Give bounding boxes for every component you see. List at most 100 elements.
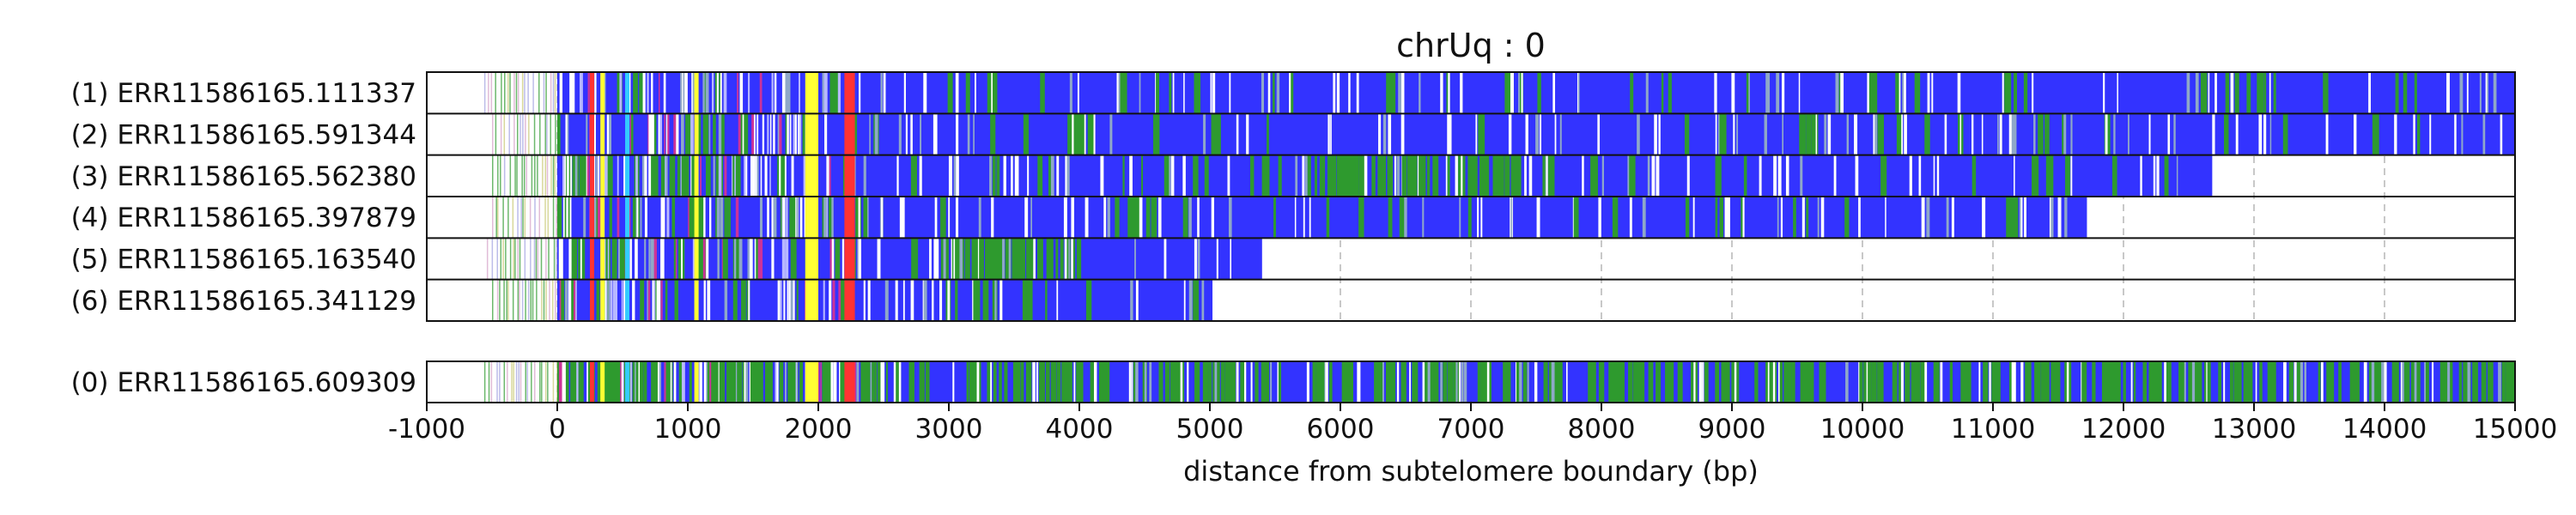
track-stripe: [499, 361, 501, 403]
track-stripe: [817, 361, 820, 403]
track-stripe: [593, 196, 598, 239]
track-stripe: [795, 361, 798, 403]
track-stripe: [1005, 238, 1012, 280]
track-stripe: [2402, 361, 2404, 403]
x-tick-label: 6000: [1307, 414, 1375, 445]
row-label: (6) ERR11586165.341129: [71, 286, 416, 317]
track-stripe: [1920, 361, 1927, 403]
track-stripe: [829, 154, 831, 197]
track-stripe: [651, 361, 654, 403]
track-stripe: [503, 154, 506, 197]
track-stripe: [1071, 238, 1074, 280]
track-stripe: [507, 279, 509, 321]
track-stripe: [2045, 361, 2050, 403]
track-stripe: [573, 279, 576, 321]
track-stripe: [581, 238, 586, 280]
track-stripe: [1477, 361, 1481, 403]
track-stripe: [860, 361, 864, 403]
track-stripe: [1966, 361, 1971, 403]
track-stripe: [519, 361, 522, 403]
track-stripe: [1629, 154, 1636, 197]
track-stripe: [492, 113, 494, 155]
track-stripe: [1551, 361, 1555, 403]
track-stripe: [2263, 113, 2267, 155]
track-stripe: [692, 238, 696, 280]
track-stripe: [729, 361, 733, 403]
track-stripe: [1684, 113, 1690, 155]
track-stripe: [1163, 154, 1170, 197]
track-stripe: [530, 238, 532, 280]
track-stripe: [567, 154, 569, 197]
track-stripe: [556, 361, 558, 403]
track-stripe: [717, 238, 720, 280]
track-stripe: [784, 154, 787, 197]
track-stripe: [1924, 361, 1928, 403]
highlight-stripe: [590, 196, 594, 239]
track-stripe: [566, 196, 568, 239]
track-stripe: [705, 72, 709, 114]
track-stripe: [1230, 238, 1232, 280]
track-stripe: [1535, 113, 1539, 155]
track-stripe: [1085, 279, 1092, 321]
track-stripe: [647, 72, 649, 114]
track-stripe: [666, 196, 670, 239]
track-stripe: [2195, 72, 2199, 114]
track-stripe: [884, 279, 889, 321]
track-stripe: [835, 72, 840, 114]
track-stripe: [570, 361, 575, 403]
track-stripe: [2176, 154, 2178, 197]
track-stripe: [2269, 361, 2274, 403]
track-stripe: [1382, 154, 1387, 197]
x-axis: -1000 0 1000 2000 3000 4000 5000 6000 7000 8000 90…: [388, 403, 2557, 445]
track-stripe: [1076, 238, 1082, 280]
track-stripe: [2498, 361, 2501, 403]
track-stripe: [552, 361, 555, 403]
track-stripe: [856, 361, 860, 403]
highlight-stripe: [590, 361, 594, 403]
track-stripe: [515, 72, 518, 114]
track-stripe: [1069, 72, 1072, 114]
track-stripe: [823, 279, 825, 321]
track-stripe: [948, 154, 952, 197]
track-stripe: [629, 361, 633, 403]
track-stripe: [513, 72, 515, 114]
track-stripe: [703, 196, 706, 239]
track-stripe: [586, 154, 590, 197]
track-stripe: [2105, 113, 2108, 155]
track-stripe: [830, 361, 834, 403]
track-stripe: [511, 361, 513, 403]
track-stripe: [1727, 361, 1729, 403]
track-stripe: [596, 279, 600, 321]
track-stripe: [1573, 196, 1579, 239]
track-stripe: [799, 361, 803, 403]
track-stripe: [2353, 361, 2360, 403]
track-stripe: [1002, 238, 1005, 280]
reference-track: [483, 361, 2515, 403]
track-stripe: [1628, 361, 1633, 403]
track-stripe: [519, 238, 521, 280]
track-stripe: [684, 72, 688, 114]
track-stripe: [1063, 361, 1067, 403]
track-stripe: [910, 113, 913, 155]
highlight-stripe: [694, 196, 699, 239]
track-stripe: [748, 72, 750, 114]
track-stripe: [513, 113, 515, 155]
track-stripe: [648, 113, 650, 155]
track-stripe: [1780, 196, 1783, 239]
track-stripe: [1719, 113, 1727, 155]
track-stripe: [1820, 196, 1825, 239]
track-stripe: [1216, 238, 1218, 280]
track-stripe: [933, 113, 936, 155]
track-stripe: [2243, 361, 2250, 403]
track-stripe: [787, 113, 789, 155]
track-stripe: [970, 361, 976, 403]
track-stripe: [638, 361, 641, 403]
x-tick-label: 14000: [2342, 414, 2427, 445]
track-stripe: [2282, 113, 2288, 155]
track-stripe: [2178, 361, 2182, 403]
track-stripe: [1056, 154, 1060, 197]
track-stripe: [1004, 361, 1008, 403]
track-stripe: [623, 279, 626, 321]
track-stripe: [2450, 361, 2453, 403]
track-stripe: [1743, 154, 1747, 197]
